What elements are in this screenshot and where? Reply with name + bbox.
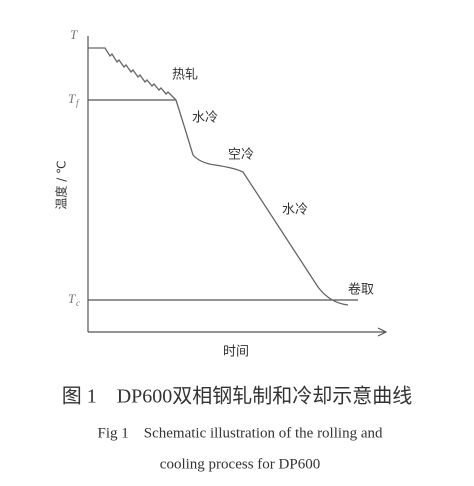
annotation: 卷取	[348, 282, 374, 298]
annotation: 水冷	[192, 111, 218, 126]
level-label: T	[68, 91, 76, 106]
level-subscript: c	[76, 298, 80, 308]
level-label: T	[68, 291, 76, 306]
caption-english: cooling process for DP600	[160, 456, 320, 472]
y-axis-label: 温度 / ℃	[54, 160, 69, 209]
annotation: 水冷	[282, 203, 308, 218]
x-axis-label: 时间	[223, 345, 249, 360]
caption-english: Fig 1 Schematic illustration of the roll…	[98, 425, 383, 441]
x-axis-arrow	[377, 327, 388, 337]
annotation: 空冷	[228, 148, 254, 163]
level-subscript: f	[76, 98, 80, 108]
annotation: 热轧	[172, 68, 198, 83]
process-curve	[88, 47, 349, 306]
level-label: T	[70, 27, 78, 42]
caption-chinese: 图 1 DP600双相钢轧制和冷却示意曲线	[62, 385, 413, 408]
